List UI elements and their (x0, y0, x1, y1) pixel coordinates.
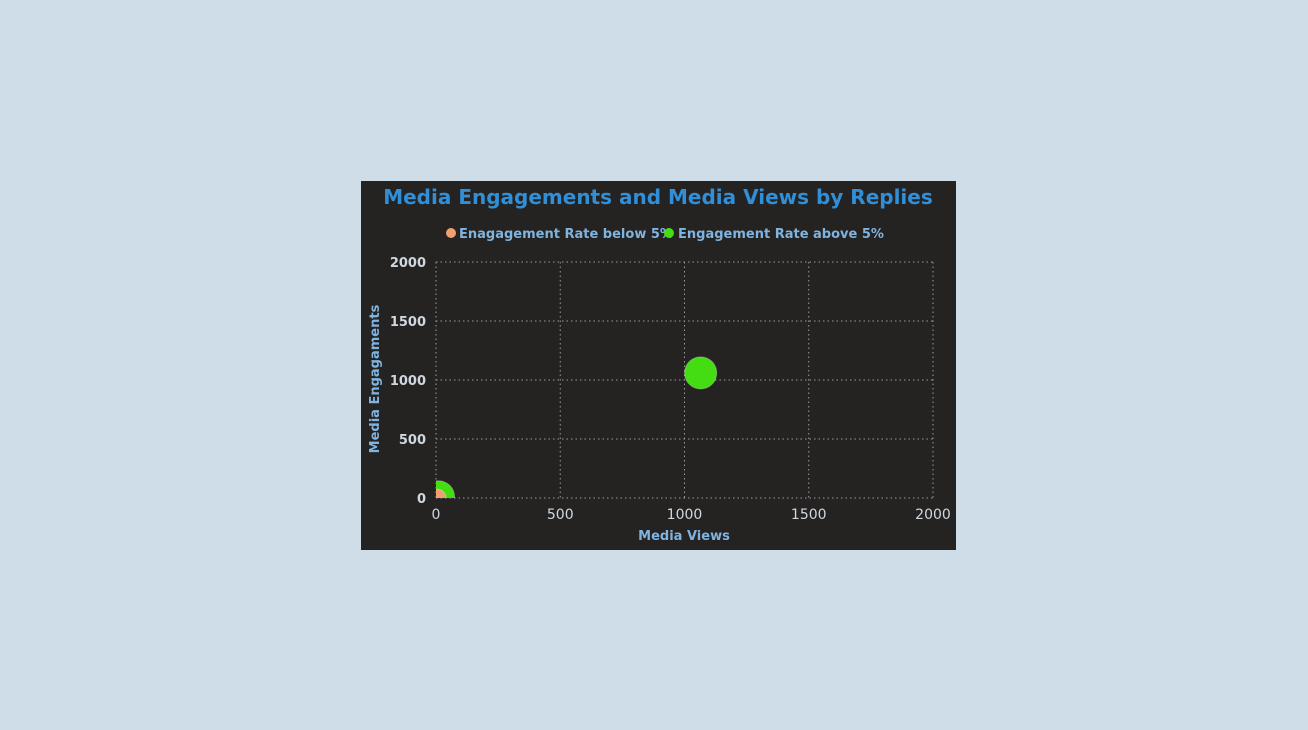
y-tick-label: 1000 (390, 374, 426, 389)
grid (435, 261, 934, 499)
x-axis-ticks: 0 500 1000 1500 2000 (432, 507, 951, 523)
x-tick-label: 2000 (915, 507, 951, 523)
legend-marker-below (446, 228, 456, 238)
legend-label-above: Engagement Rate above 5% (678, 227, 884, 242)
x-tick-label: 1500 (791, 507, 827, 523)
scatter-chart: Media Engagements and Media Views by Rep… (368, 185, 951, 544)
legend: Enagagement Rate below 5% Engagement Rat… (446, 227, 884, 242)
y-tick-label: 0 (417, 492, 426, 507)
chart-title: Media Engagements and Media Views by Rep… (383, 185, 933, 209)
y-axis-title: Media Engagaments (368, 304, 383, 453)
y-tick-label: 1500 (390, 315, 426, 330)
y-tick-label: 500 (399, 433, 426, 448)
x-axis-title: Media Views (638, 529, 730, 544)
chart-card: Media Engagements and Media Views by Rep… (361, 181, 956, 550)
x-tick-label: 1000 (667, 507, 703, 523)
data-point-below (436, 488, 447, 498)
y-tick-label: 2000 (390, 256, 426, 271)
legend-label-below: Enagagement Rate below 5% (459, 227, 673, 242)
y-axis-ticks: 0 500 1000 1500 2000 (390, 256, 426, 507)
x-tick-label: 500 (547, 507, 574, 523)
data-point-above (684, 356, 718, 390)
legend-marker-above (664, 228, 674, 238)
x-tick-label: 0 (432, 507, 441, 523)
data-points (436, 356, 718, 498)
